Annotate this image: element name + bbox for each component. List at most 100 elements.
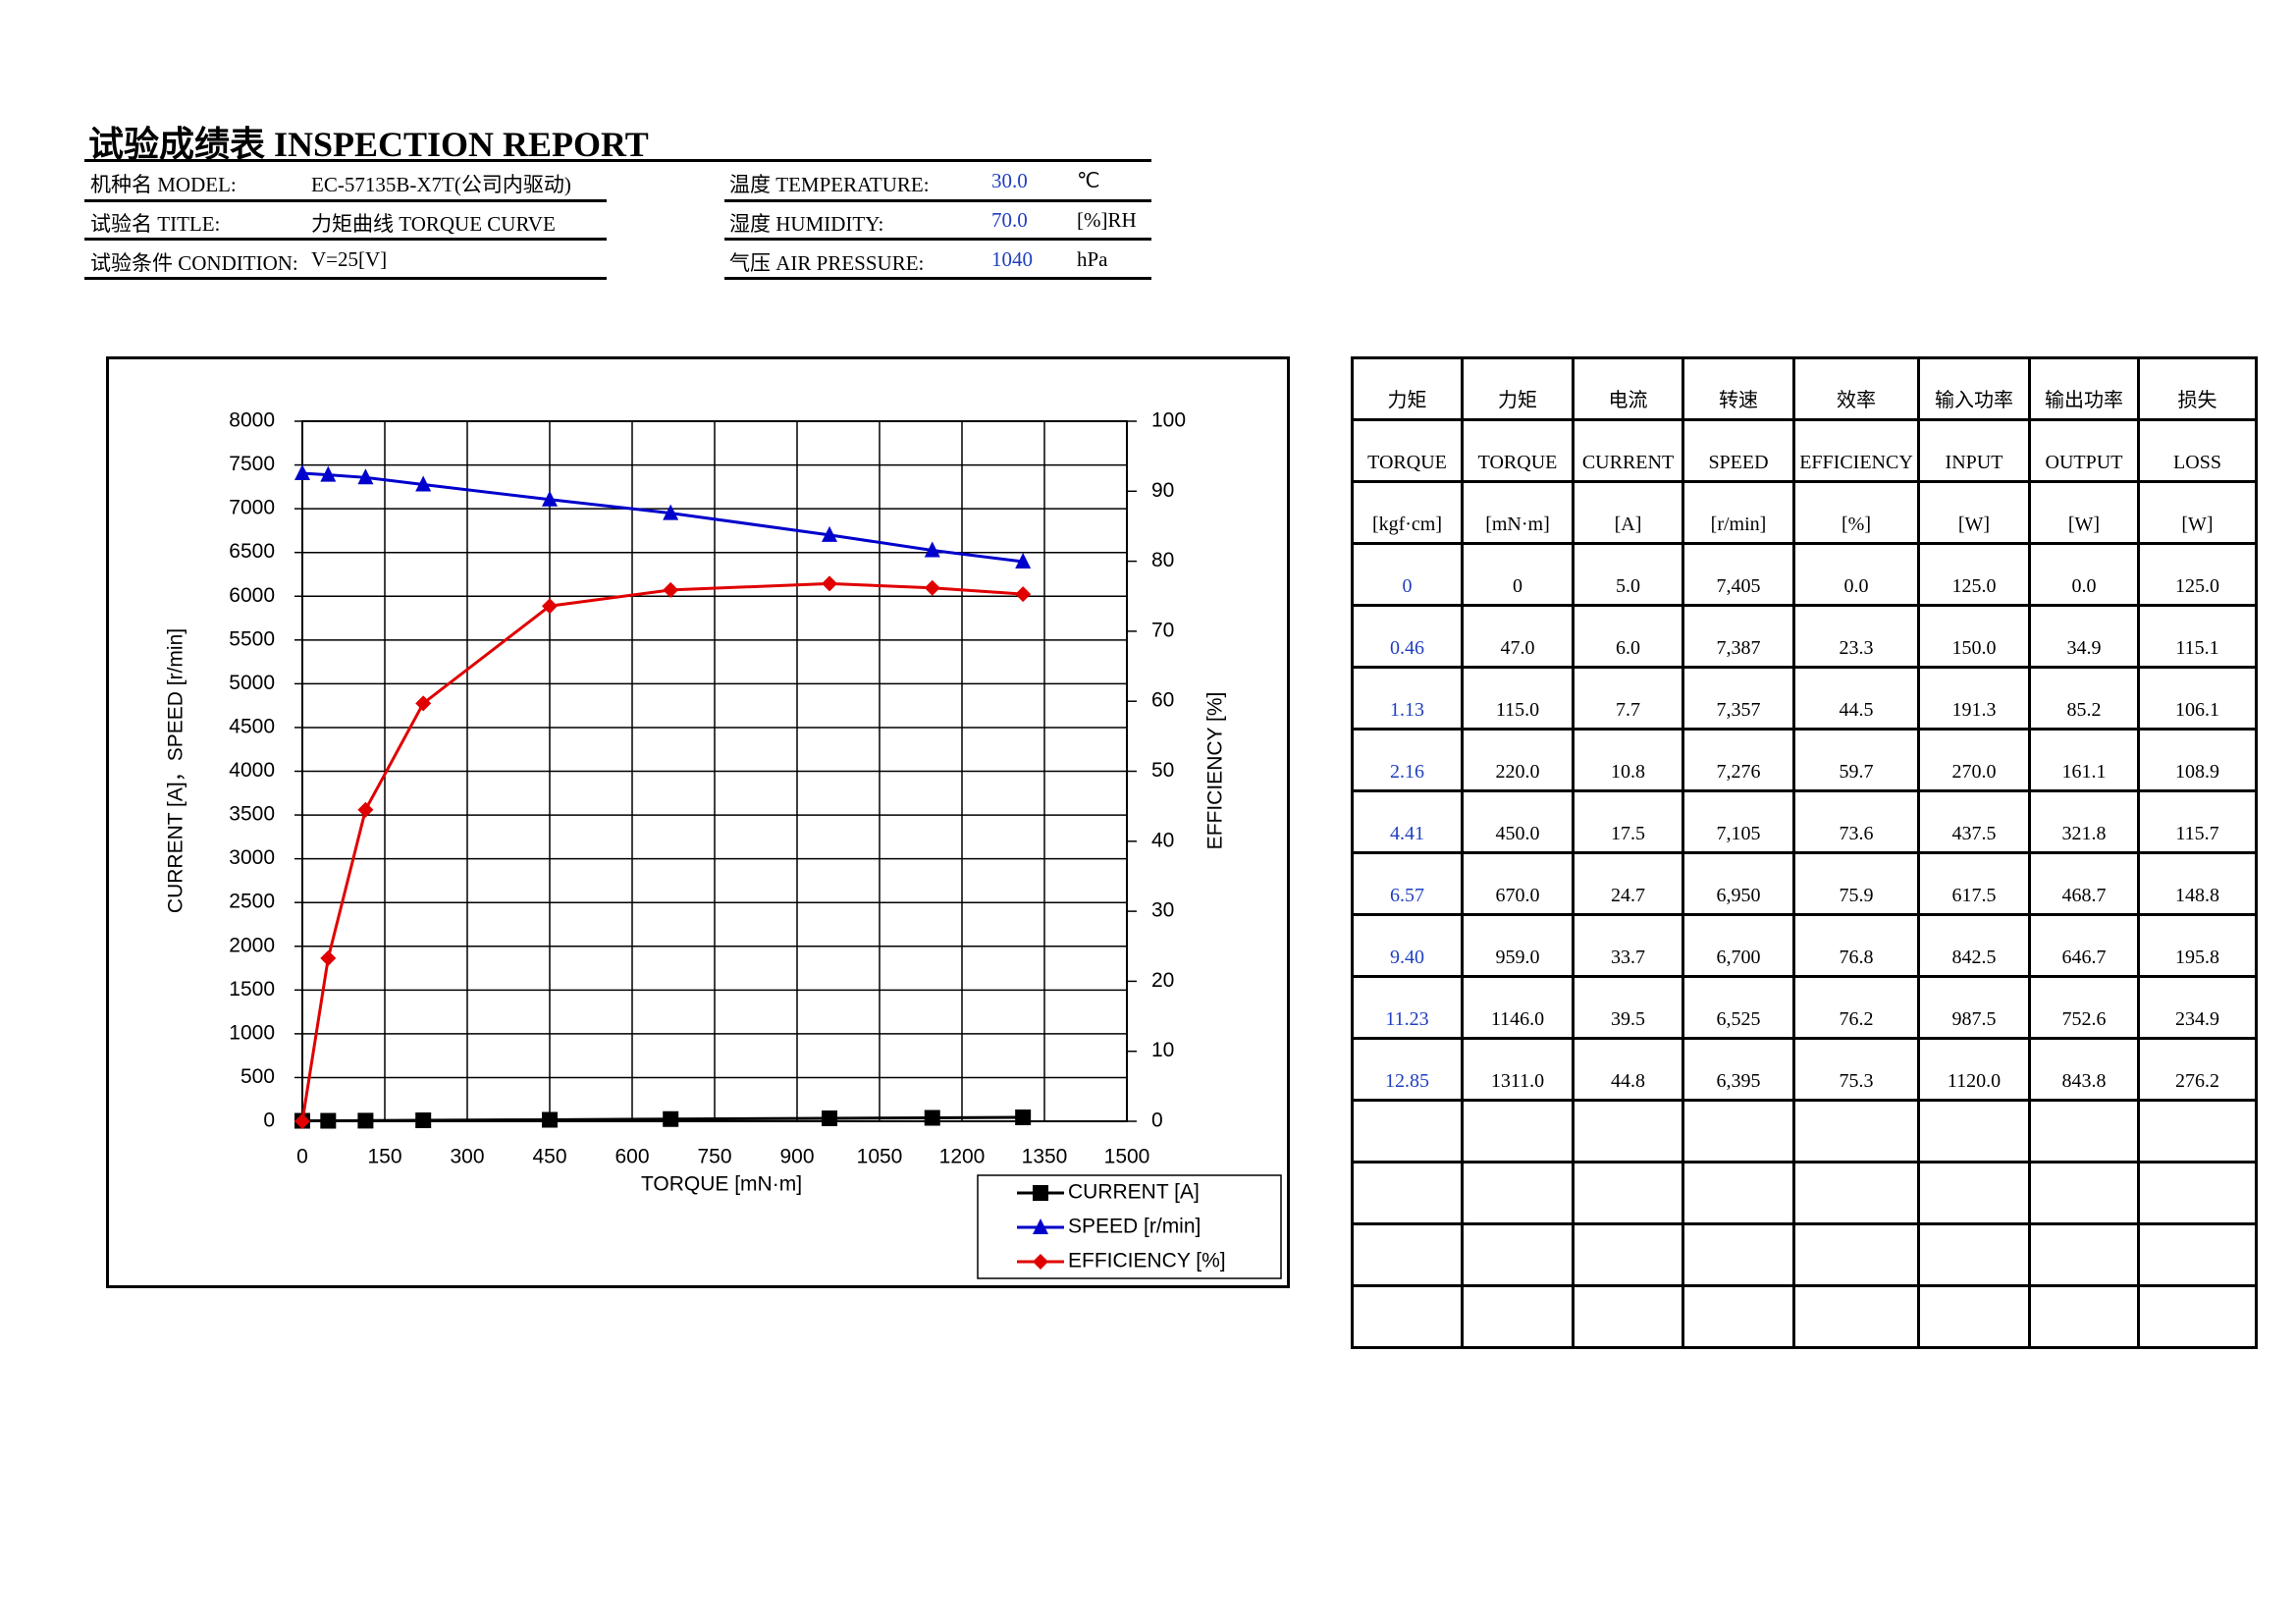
table-cell (1351, 1284, 1464, 1349)
field-label: 试验名 TITLE: (90, 212, 221, 236)
condition-label: 湿度 HUMIDITY: (729, 212, 884, 236)
table-cell: 6.0 (1572, 604, 1684, 669)
table-cell: 987.5 (1917, 975, 2031, 1040)
marker (320, 1112, 337, 1129)
table-cell (1572, 1284, 1684, 1349)
y2-tick-label: 70 (1151, 619, 1174, 641)
table-row: 0 0 5.0 7,405 0.0 125.0 0.0 125.0 (1351, 542, 2258, 607)
y-tick-label: 0 (263, 1110, 275, 1132)
table-cell (1917, 1099, 2031, 1164)
report-title: 试验成绩表 INSPECTION REPORT (88, 125, 649, 164)
marker (357, 468, 374, 485)
y2-tick-label: 30 (1151, 899, 1174, 922)
table-cell: 7,405 (1682, 542, 1795, 607)
table-cell (1572, 1099, 1684, 1164)
marker (924, 1110, 940, 1126)
table-cell: 234.9 (2137, 975, 2258, 1040)
field-label: 机种名 MODEL: (90, 173, 237, 196)
table-cell: 150.0 (1917, 604, 2031, 669)
table-cell: 191.3 (1917, 666, 2031, 731)
table-cell: [A] (1572, 480, 1684, 545)
table-cell: 450.0 (1461, 789, 1575, 854)
table-cell (1682, 1161, 1795, 1225)
table-cell (1461, 1284, 1575, 1349)
y2-tick-label: 0 (1151, 1110, 1163, 1132)
rule (724, 238, 1151, 241)
table-cell (2028, 1099, 2140, 1164)
marker (822, 1110, 838, 1126)
marker (542, 490, 558, 507)
table-cell: [W] (2028, 480, 2140, 545)
table-cell: 76.8 (1792, 913, 1920, 978)
table-cell: LOSS (2137, 418, 2258, 483)
table-cell: 646.7 (2028, 913, 2140, 978)
condition-label: 气压 AIR PRESSURE: (729, 251, 925, 275)
marker (320, 465, 337, 482)
table-cell: 6,950 (1682, 851, 1795, 916)
x-tick-label: 900 (779, 1146, 814, 1168)
table-cell: 468.7 (2028, 851, 2140, 916)
y-tick-label: 3500 (229, 803, 275, 826)
x-tick-label: 1050 (857, 1146, 903, 1168)
legend-marker (1033, 1185, 1048, 1201)
table-cell: 23.3 (1792, 604, 1920, 669)
table-cell: 7,357 (1682, 666, 1795, 731)
table-cell: 115.0 (1461, 666, 1575, 731)
legend-label: SPEED [r/min] (1068, 1216, 1201, 1238)
table-cell: [%] (1792, 480, 1920, 545)
marker (357, 801, 374, 818)
table-cell (1792, 1284, 1920, 1349)
y2-tick-label: 80 (1151, 549, 1174, 571)
table-cell: 11.23 (1351, 975, 1464, 1040)
table-cell: 6,525 (1682, 975, 1795, 1040)
table-cell: 1120.0 (1917, 1037, 2031, 1102)
table-cell: 力矩 (1351, 356, 1464, 421)
table-cell (1682, 1284, 1795, 1349)
table-cell: 0.46 (1351, 604, 1464, 669)
marker (822, 525, 838, 542)
table-cell: 34.9 (2028, 604, 2140, 669)
table-row: 12.85 1311.0 44.8 6,395 75.3 1120.0 843.8 276.2 (1351, 1037, 2258, 1102)
x-tick-label: 600 (614, 1146, 649, 1168)
table-cell: 电流 (1572, 356, 1684, 421)
y-tick-label: 7500 (229, 453, 275, 475)
marker (415, 1112, 432, 1129)
table-cell (2028, 1222, 2140, 1287)
x-tick-label: 1200 (939, 1146, 986, 1168)
table-cell: 115.1 (2137, 604, 2258, 669)
x-tick-label: 750 (697, 1146, 731, 1168)
table-cell: 7.7 (1572, 666, 1684, 731)
marker (320, 949, 337, 966)
table-cell: 6,395 (1682, 1037, 1795, 1102)
table-cell: 44.8 (1572, 1037, 1684, 1102)
y-tick-label: 5500 (229, 627, 275, 650)
table-cell: 108.9 (2137, 728, 2258, 792)
table-cell: 7,276 (1682, 728, 1795, 792)
table-cell: [mN·m] (1461, 480, 1575, 545)
table-cell (1351, 1161, 1464, 1225)
table-cell: 59.7 (1792, 728, 1920, 792)
table-cell: 959.0 (1461, 913, 1575, 978)
table-row (1351, 1161, 2258, 1225)
table-cell: 1.13 (1351, 666, 1464, 731)
table-cell: SPEED (1682, 418, 1795, 483)
condition-value: 30.0 (991, 169, 1028, 192)
marker (1015, 553, 1032, 569)
table-cell: 输入功率 (1917, 356, 2031, 421)
table-cell (1461, 1099, 1575, 1164)
marker (924, 579, 940, 596)
condition-value: 1040 (991, 247, 1033, 271)
table-cell: 270.0 (1917, 728, 2031, 792)
marker (1015, 1110, 1032, 1126)
x-tick-label: 1500 (1104, 1146, 1150, 1168)
legend-label: EFFICIENCY [%] (1068, 1250, 1226, 1272)
rule (724, 277, 1151, 280)
marker (357, 1112, 374, 1129)
marker (294, 464, 310, 481)
chart: TORQUE [mN·m] CURRENT [A]，SPEED [r/min] … (106, 356, 1290, 1288)
table-cell: 125.0 (1917, 542, 2031, 607)
table-cell: 115.7 (2137, 789, 2258, 854)
y2-tick-label: 40 (1151, 829, 1174, 851)
table-cell: 7,105 (1682, 789, 1795, 854)
table-cell: [kgf·cm] (1351, 480, 1464, 545)
